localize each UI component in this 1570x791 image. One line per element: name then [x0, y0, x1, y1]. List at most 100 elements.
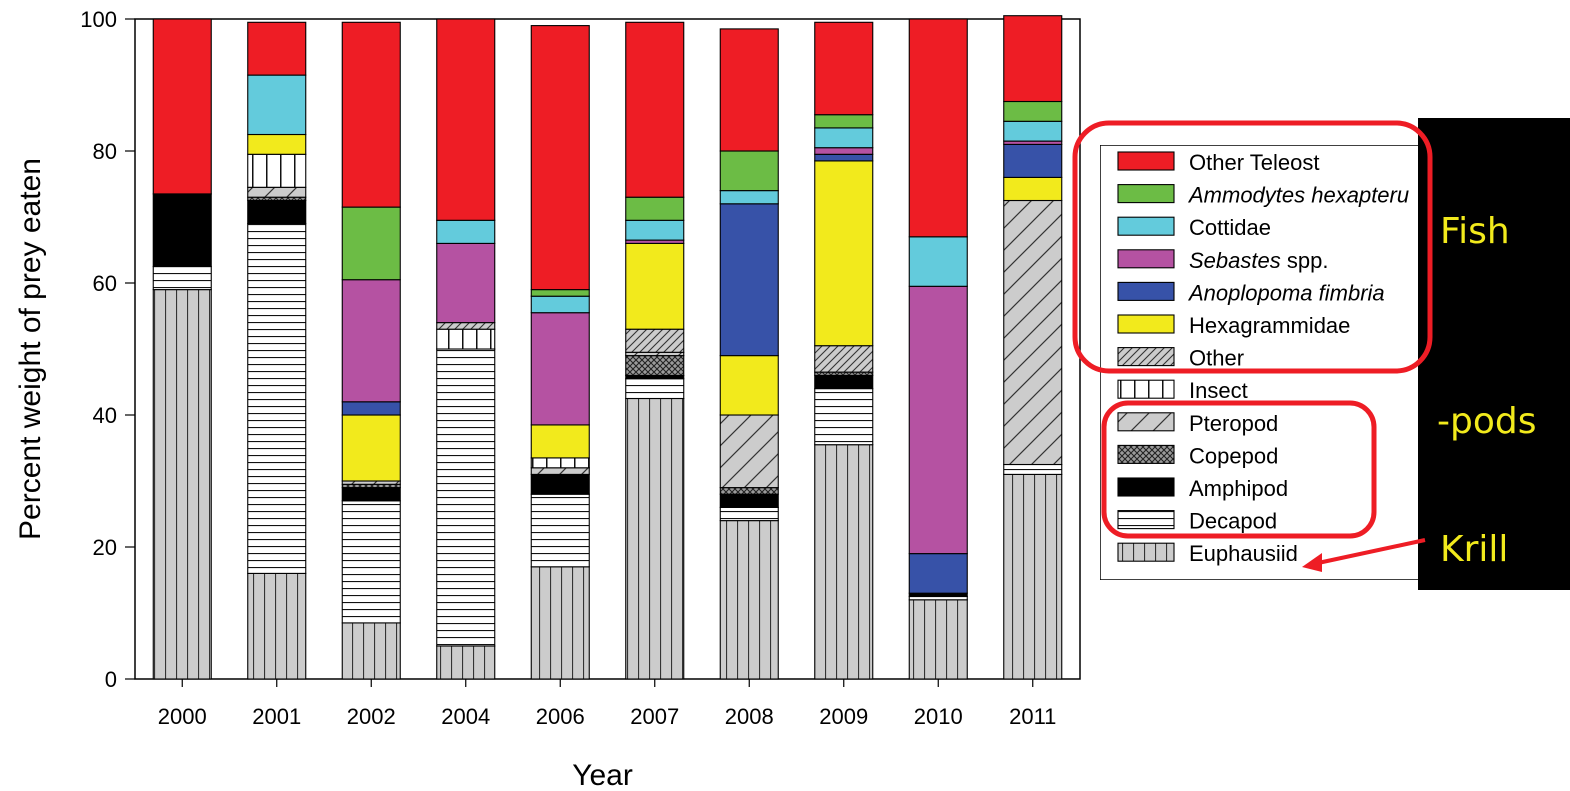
bar-segment-2000-decapod — [152, 265, 212, 291]
bar-segment-2011-other-teleost — [1003, 15, 1063, 103]
bar-segment-2002-decapod — [341, 500, 401, 624]
x-tick-label-2000: 2000 — [158, 704, 207, 729]
bar-segment-2004-other-teleost — [436, 18, 496, 221]
legend-swatch-amphipod — [1117, 477, 1175, 497]
bar-segment-2009-other — [814, 345, 874, 373]
bar-segment-2001-cottidae — [247, 74, 307, 136]
bar-segment-2009-anoplopoma-fimbria — [814, 153, 874, 162]
legend-swatch-sebastes-spp- — [1117, 249, 1175, 269]
krill-arrow-head — [1302, 553, 1322, 572]
bar-segment-2001-decapod — [247, 223, 307, 574]
bar-segment-2009-euphausiid — [814, 444, 874, 680]
y-tick-label-40: 40 — [93, 403, 117, 428]
y-axis-title: Percent weight of prey eaten — [14, 158, 47, 540]
bar-segment-2006-decapod — [530, 493, 590, 568]
bar-segment-2001-hexagrammidae — [247, 133, 307, 155]
legend-swatch-pteropod — [1117, 412, 1175, 432]
y-tick-label-80: 80 — [93, 139, 117, 164]
bar-segment-2007-copepod — [625, 355, 685, 376]
bar-segment-2011-decapod — [1003, 463, 1063, 475]
legend-label-euphausiid: Euphausiid — [1189, 541, 1298, 566]
bar-segment-2008-decapod — [719, 506, 779, 522]
bar-segment-2001-euphausiid — [247, 572, 307, 680]
bar-segment-2010-sebastes-spp- — [908, 285, 968, 555]
bar-segment-2009-ammodytes-hexapterus — [814, 114, 874, 129]
bar-segment-2009-sebastes-spp- — [814, 147, 874, 155]
y-tick-label-20: 20 — [93, 535, 117, 560]
bar-segment-2007-euphausiid — [625, 397, 685, 680]
bar-segment-2010-euphausiid — [908, 599, 968, 680]
bar-segment-2008-ammodytes-hexapterus — [719, 150, 779, 192]
legend-label-insect: Insect — [1189, 378, 1248, 403]
annotation-panel — [1418, 118, 1570, 590]
bar-segment-2004-other — [436, 322, 496, 330]
bar-segment-2001-pteropod — [247, 186, 307, 198]
bar-segment-2004-sebastes-spp- — [436, 242, 496, 324]
bar-segment-2008-cottidae — [719, 190, 779, 205]
legend-label-decapod: Decapod — [1189, 509, 1277, 534]
x-tick-label-2002: 2002 — [347, 704, 396, 729]
bar-segment-2007-hexagrammidae — [625, 242, 685, 330]
bar-segment-2006-euphausiid — [530, 566, 590, 680]
bar-segment-2011-euphausiid — [1003, 473, 1063, 680]
legend-label-cottidae: Cottidae — [1189, 215, 1271, 240]
bar-segment-2011-anoplopoma-fimbria — [1003, 143, 1063, 178]
bar-segment-2011-pteropod — [1003, 199, 1063, 466]
legend-swatch-hexagrammidae — [1117, 314, 1175, 334]
legend-swatch-other-teleost — [1117, 151, 1175, 171]
legend: Other Teleost Ammodytes hexapteru Cottidae… — [1100, 145, 1418, 580]
fish-highlight-box — [1072, 120, 1433, 374]
bar-segment-2001-insect — [247, 153, 307, 188]
bar-segment-2001-other-teleost — [247, 21, 307, 76]
bar-segment-2011-ammodytes-hexapterus — [1003, 100, 1063, 122]
legend-label-other: Other — [1189, 346, 1244, 371]
bar-segment-2008-amphipod — [719, 493, 779, 508]
bar-segment-2010-cottidae — [908, 236, 968, 287]
legend-swatch-anoplopoma-fimbria — [1117, 281, 1175, 301]
plot-area: 2000 2001 2002 2004 2006 2007 2008 2009 2010 2011… — [14, 7, 1081, 791]
bar-segment-2007-other — [625, 328, 685, 353]
krill-annotation-label: Krill — [1440, 529, 1508, 570]
fish-annotation-label: Fish — [1440, 211, 1510, 252]
bar-segment-2002-sebastes-spp- — [341, 279, 401, 403]
bar-segment-2009-hexagrammidae — [814, 160, 874, 347]
legend-swatch-ammodytes-hexapterus — [1117, 184, 1175, 204]
x-tick-label-2006: 2006 — [536, 704, 585, 729]
bar-segment-2006-hexagrammidae — [530, 424, 590, 459]
bar-segment-2009-other-teleost — [814, 21, 874, 116]
bar-segment-2009-amphipod — [814, 374, 874, 390]
x-tick-label-2011: 2011 — [1009, 704, 1056, 729]
bar-segment-2000-euphausiid — [152, 289, 212, 680]
legend-label-copepod: Copepod — [1189, 443, 1278, 468]
bar-segment-2011-hexagrammidae — [1003, 176, 1063, 202]
bar-segment-2002-ammodytes-hexapterus — [341, 206, 401, 281]
bar-segment-2002-amphipod — [341, 487, 401, 502]
bar-segment-2008-pteropod — [719, 414, 779, 489]
legend-label-anoplopoma-fimbria: Anoplopoma fimbria — [1187, 280, 1385, 305]
legend-label-ammodytes-hexapterus: Ammodytes hexapteru — [1187, 183, 1409, 208]
x-tick-label-2004: 2004 — [441, 704, 490, 729]
bar-segment-2000-amphipod — [152, 193, 212, 268]
bar-segment-2009-decapod — [814, 388, 874, 446]
bar-segment-2006-insect — [530, 457, 590, 469]
legend-label-hexagrammidae: Hexagrammidae — [1189, 313, 1350, 338]
y-tick-label-100: 100 — [80, 7, 117, 32]
bar-segment-2001-amphipod — [247, 199, 307, 225]
pods-annotation-label: -pods — [1437, 401, 1536, 442]
bar-segment-2008-copepod — [719, 487, 779, 495]
bar-segment-2006-sebastes-spp- — [530, 312, 590, 426]
bar-segment-2007-other-teleost — [625, 21, 685, 198]
bar-segment-2008-other-teleost — [719, 28, 779, 152]
bar-segment-2006-other-teleost — [530, 25, 590, 291]
bar-segment-2002-other-teleost — [341, 21, 401, 208]
bar-segment-2006-pteropod — [530, 467, 590, 475]
bar-segment-2007-ammodytes-hexapterus — [625, 196, 685, 221]
bar-segment-2010-other-teleost — [908, 18, 968, 238]
bar-segment-2008-hexagrammidae — [719, 355, 779, 416]
bar-segment-2000-other-teleost — [152, 18, 212, 195]
y-tick-label-60: 60 — [93, 271, 117, 296]
bar-segment-2006-cottidae — [530, 295, 590, 314]
bar-segment-2010-anoplopoma-fimbria — [908, 553, 968, 594]
legend-label-pteropod: Pteropod — [1189, 411, 1278, 436]
x-tick-label-2010: 2010 — [914, 704, 963, 729]
